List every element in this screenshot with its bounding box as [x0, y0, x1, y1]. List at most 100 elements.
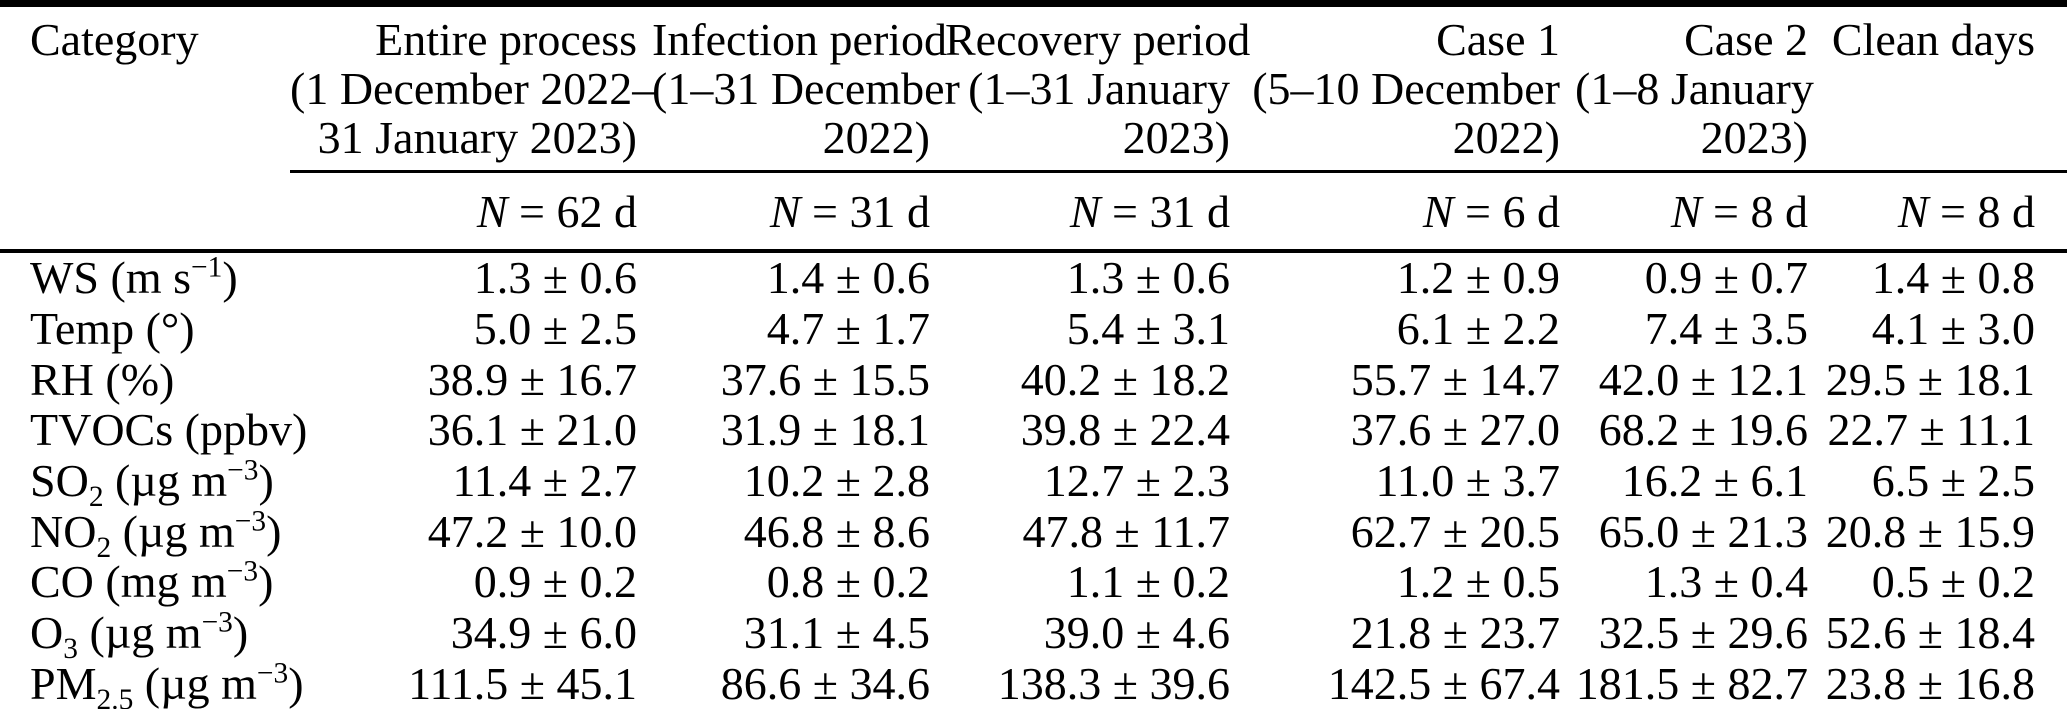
column-title: Infection period	[652, 14, 948, 65]
table-row: PM2.5 (µg m−3) 111.5 ± 45.1 86.6 ± 34.6 …	[0, 657, 2067, 709]
value-cell: 0.9 ± 0.7	[1644, 252, 1808, 304]
value-cell: 68.2 ± 19.6	[1598, 404, 1808, 456]
column-header-case-2: Case 2 (1–8 January 2023)	[1575, 3, 1823, 173]
column-header-infection-period: Infection period (1–31 December 2022)	[652, 3, 960, 173]
column-header-entire-process: Entire process (1 December 2022– 31 Janu…	[290, 3, 656, 173]
column-date-range: (1 December 2022–	[290, 63, 656, 114]
value-cell: 16.2 ± 6.1	[1621, 455, 1808, 507]
column-date-range: 2023)	[1700, 112, 1808, 163]
value-cell: 39.0 ± 4.6	[1043, 607, 1230, 659]
value-cell: 11.0 ± 3.7	[1375, 455, 1560, 507]
value-cell: 47.8 ± 11.7	[1022, 505, 1230, 557]
value-cell: 37.6 ± 15.5	[720, 353, 930, 405]
value-cell: 1.3 ± 0.4	[1644, 556, 1808, 608]
column-date-range: (5–10 December	[1252, 63, 1560, 114]
n-days-label: N = 31 d	[652, 171, 945, 253]
table-row: O3 (µg m−3) 34.9 ± 6.0 31.1 ± 4.5 39.0 ±…	[0, 606, 2067, 666]
column-date-range: 2022)	[1452, 112, 1560, 163]
value-cell: 36.1 ± 21.0	[427, 404, 637, 456]
value-cell: 138.3 ± 39.6	[997, 657, 1230, 709]
column-header-case-1: Case 1 (5–10 December 2022)	[1245, 3, 1575, 173]
row-label: SO2 (µg m−3)	[30, 454, 274, 514]
value-cell: 1.4 ± 0.8	[1871, 252, 2035, 304]
value-cell: 86.6 ± 34.6	[720, 657, 930, 709]
value-cell: 29.5 ± 18.1	[1825, 353, 2035, 405]
value-cell: 38.9 ± 16.7	[427, 353, 637, 405]
table-body: WS (m s−1) 1.3 ± 0.6 1.4 ± 0.6 1.3 ± 0.6…	[0, 251, 2067, 709]
value-cell: 1.2 ± 0.9	[1396, 252, 1560, 304]
empty-cell	[0, 171, 290, 253]
value-cell: 11.4 ± 2.7	[452, 455, 637, 507]
value-cell: 65.0 ± 21.3	[1598, 505, 1808, 557]
column-date-range: (1–31 December	[652, 63, 960, 114]
value-cell: 22.7 ± 11.1	[1827, 404, 2035, 456]
column-title: Case 1	[1436, 14, 1560, 65]
row-label: RH (%)	[30, 353, 175, 405]
value-cell: 4.1 ± 3.0	[1871, 303, 2035, 355]
n-days-label: N = 31 d	[945, 171, 1245, 253]
value-cell: 1.3 ± 0.6	[1066, 252, 1230, 304]
column-date-range: 2023)	[1122, 112, 1230, 163]
value-cell: 111.5 ± 45.1	[408, 657, 637, 709]
table-row: CO (mg m−3) 0.9 ± 0.2 0.8 ± 0.2 1.1 ± 0.…	[0, 557, 2067, 608]
value-cell: 55.7 ± 14.7	[1350, 353, 1560, 405]
value-cell: 142.5 ± 67.4	[1327, 657, 1560, 709]
value-cell: 4.7 ± 1.7	[766, 303, 930, 355]
table-row: TVOCs (ppbv) 36.1 ± 21.0 31.9 ± 18.1 39.…	[0, 405, 2067, 456]
table-row: RH (%) 38.9 ± 16.7 37.6 ± 15.5 40.2 ± 18…	[0, 354, 2067, 405]
column-header-recovery-period: Recovery period (1–31 January 2023)	[945, 3, 1251, 173]
value-cell: 52.6 ± 18.4	[1825, 607, 2035, 659]
value-cell: 5.4 ± 3.1	[1066, 303, 1230, 355]
value-cell: 0.8 ± 0.2	[766, 556, 930, 608]
value-cell: 7.4 ± 3.5	[1644, 303, 1808, 355]
column-date-range: 31 January 2023)	[317, 112, 637, 163]
row-label: TVOCs (ppbv)	[30, 404, 308, 456]
table-row: WS (m s−1) 1.3 ± 0.6 1.4 ± 0.6 1.3 ± 0.6…	[0, 251, 2067, 304]
value-cell: 42.0 ± 12.1	[1598, 353, 1808, 405]
value-cell: 20.8 ± 15.9	[1825, 505, 2035, 557]
value-cell: 12.7 ± 2.3	[1043, 455, 1230, 507]
row-label: WS (m s−1)	[30, 252, 238, 304]
value-cell: 37.6 ± 27.0	[1350, 404, 1560, 456]
category-column-header: Category	[30, 14, 199, 65]
value-cell: 10.2 ± 2.8	[743, 455, 930, 507]
n-days-label: N = 6 d	[1245, 171, 1575, 253]
value-cell: 23.8 ± 16.8	[1825, 657, 2035, 709]
column-title: Recovery period	[945, 14, 1251, 65]
column-title: Clean days	[1831, 14, 2035, 65]
row-label: O3 (µg m−3)	[30, 606, 249, 666]
row-label: Temp (°)	[30, 303, 195, 355]
n-days-label: N = 62 d	[290, 171, 652, 253]
column-title: Case 2	[1684, 14, 1808, 65]
value-cell: 1.3 ± 0.6	[473, 252, 637, 304]
n-days-label: N = 8 d	[1575, 171, 1823, 253]
column-title: Entire process	[375, 14, 637, 65]
column-date-range: 2022)	[822, 112, 930, 163]
value-cell: 46.8 ± 8.6	[743, 505, 930, 557]
value-cell: 6.5 ± 2.5	[1871, 455, 2035, 507]
sample-size-row: N = 62 d N = 31 d N = 31 d N = 6 d N = 8…	[0, 171, 2067, 253]
table-row: NO2 (µg m−3) 47.2 ± 10.0 46.8 ± 8.6 47.8…	[0, 505, 2067, 564]
value-cell: 40.2 ± 18.2	[1020, 353, 1230, 405]
value-cell: 34.9 ± 6.0	[450, 607, 637, 659]
value-cell: 62.7 ± 20.5	[1350, 505, 1560, 557]
value-cell: 181.5 ± 82.7	[1575, 657, 1808, 709]
value-cell: 31.9 ± 18.1	[720, 404, 930, 456]
column-header-clean-days: Clean days	[1823, 3, 2067, 173]
value-cell: 6.1 ± 2.2	[1396, 303, 1560, 355]
row-label: NO2 (µg m−3)	[30, 505, 282, 564]
n-days-label: N = 8 d	[1823, 171, 2067, 253]
value-cell: 1.1 ± 0.2	[1066, 556, 1230, 608]
value-cell: 21.8 ± 23.7	[1350, 607, 1560, 659]
value-cell: 32.5 ± 29.6	[1598, 607, 1808, 659]
row-label: PM2.5 (µg m−3)	[30, 657, 304, 709]
column-date-range: (1–31 January	[968, 63, 1230, 114]
row-label: CO (mg m−3)	[30, 556, 274, 608]
value-cell: 0.9 ± 0.2	[473, 556, 637, 608]
value-cell: 39.8 ± 22.4	[1020, 404, 1230, 456]
value-cell: 31.1 ± 4.5	[743, 607, 930, 659]
table-row: SO2 (µg m−3) 11.4 ± 2.7 10.2 ± 2.8 12.7 …	[0, 454, 2067, 514]
table-header: Category Entire process (1 December 2022…	[0, 3, 2067, 253]
column-date-range: (1–8 January	[1575, 63, 1814, 114]
value-cell: 1.2 ± 0.5	[1396, 556, 1560, 608]
